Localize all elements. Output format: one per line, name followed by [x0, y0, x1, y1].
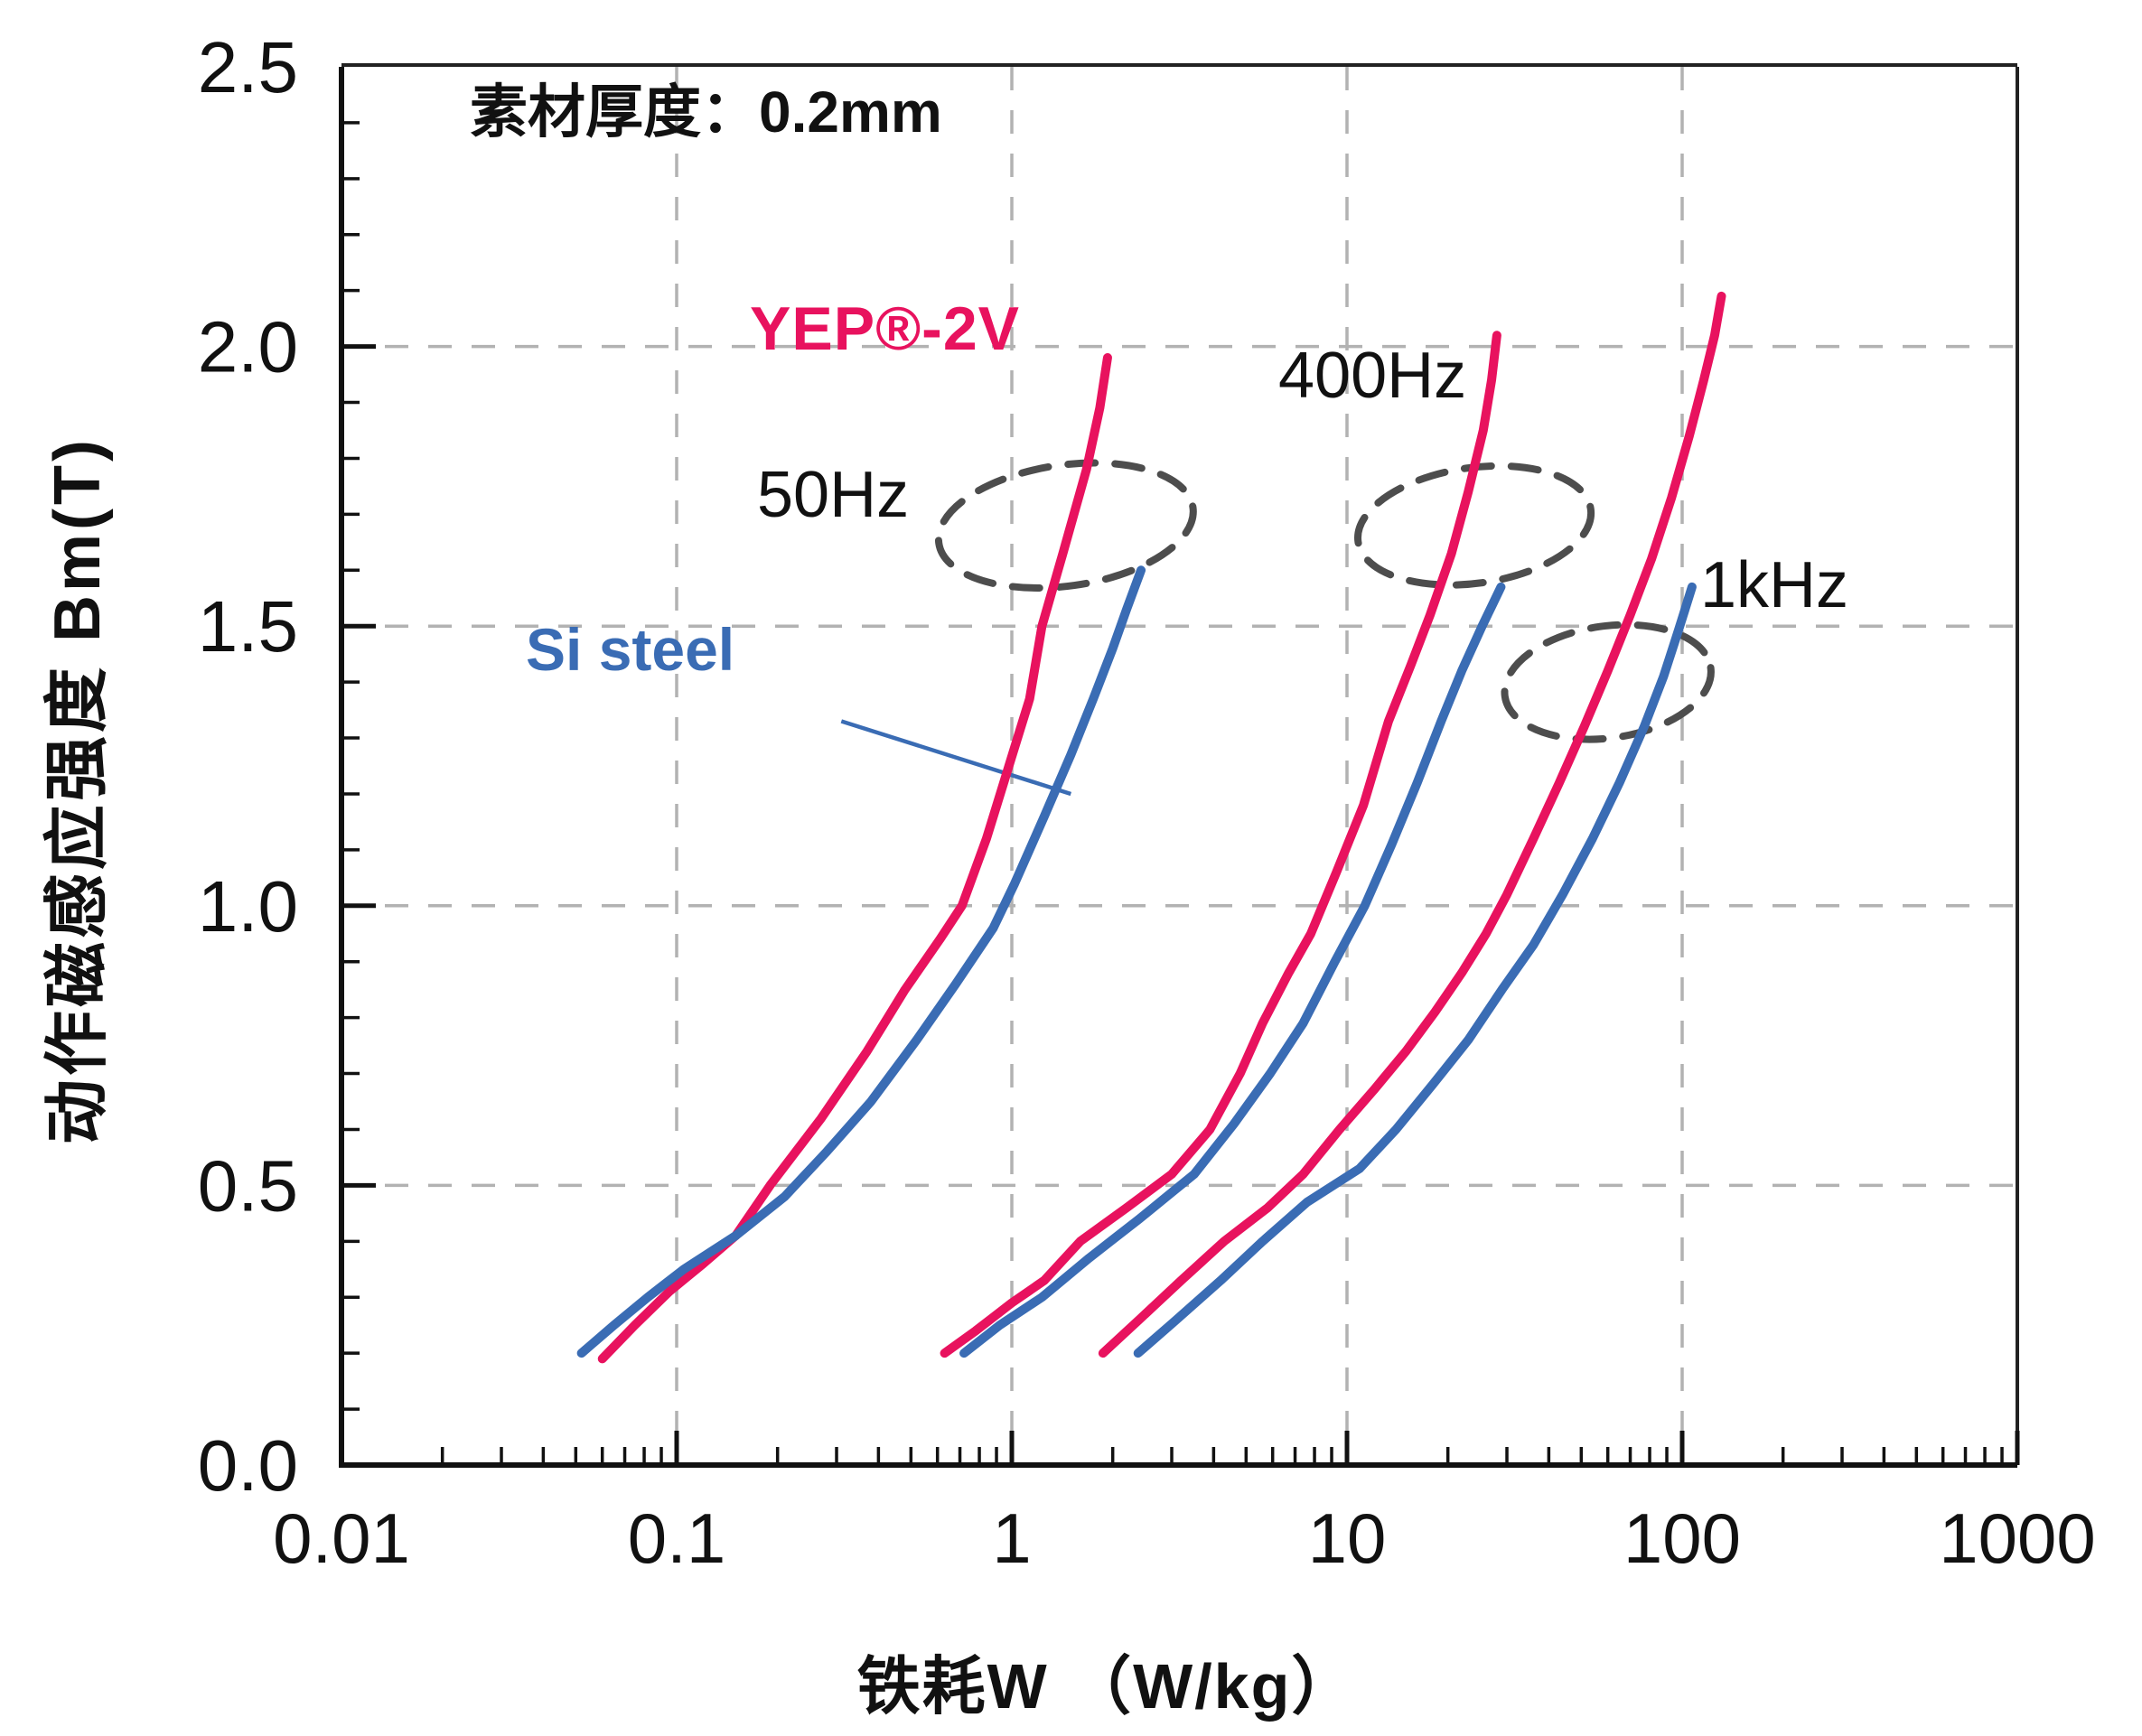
gridlines [341, 67, 2017, 1465]
label-50hz: 50Hz [757, 459, 910, 531]
axis-ticks [339, 121, 2020, 1465]
y-tick-label: 2.0 [198, 307, 298, 387]
pointer-line [840, 719, 1072, 797]
label-1khz: 1kHz [1700, 549, 1849, 621]
curve-si-steel-400hz [959, 582, 1506, 1358]
thickness-note: 素材厚度：0.2mm [470, 79, 942, 145]
curve-yep-2v-400hz [940, 331, 1501, 1358]
label-yep-2v: YEP®-2V [750, 294, 1020, 363]
x-tick-label: 0.1 [628, 1498, 725, 1578]
curve-yep-2v-1khz [1098, 291, 1726, 1358]
label-si-steel: Si steel [526, 616, 735, 683]
x-tick-label: 0.01 [273, 1498, 410, 1578]
si-steel-pointer-line [840, 719, 1072, 797]
label-400hz: 400Hz [1278, 340, 1467, 412]
y-tick-label: 1.0 [198, 866, 298, 947]
x-axis-title: 铁耗W （W/kg） [856, 1651, 1357, 1722]
ellipse-400Hz [1354, 462, 1595, 589]
x-tick-label: 1000 [1939, 1498, 2096, 1578]
x-tick-label: 1 [992, 1498, 1031, 1578]
group-ellipses [934, 459, 1715, 743]
x-tick-label: 10 [1308, 1498, 1387, 1578]
ellipse-outline-50Hz [934, 459, 1197, 592]
y-tick-label: 0.5 [198, 1145, 298, 1226]
ellipse-50Hz [934, 459, 1197, 592]
plot-border [339, 63, 2019, 1468]
axis-tick-labels: 0.01 0.1 1 10 100 1000 0.0 0.5 1.0 1.5 2.0 2.5 [198, 27, 2096, 1578]
curves [576, 291, 1726, 1364]
curve-si-steel-1khz [1133, 582, 1697, 1358]
x-tick-label: 100 [1623, 1498, 1741, 1578]
y-axis-title: 动作磁感应强度 Bm(T) [42, 436, 114, 1144]
y-tick-label: 2.5 [198, 27, 298, 107]
y-tick-label: 0.0 [198, 1425, 298, 1506]
ellipse-outline-400Hz [1354, 462, 1595, 589]
y-tick-label: 1.5 [198, 586, 298, 667]
ellipse-1kHz [1501, 621, 1715, 743]
curve-si-steel-50hz [576, 565, 1146, 1358]
ellipse-outline-1kHz [1501, 621, 1715, 743]
